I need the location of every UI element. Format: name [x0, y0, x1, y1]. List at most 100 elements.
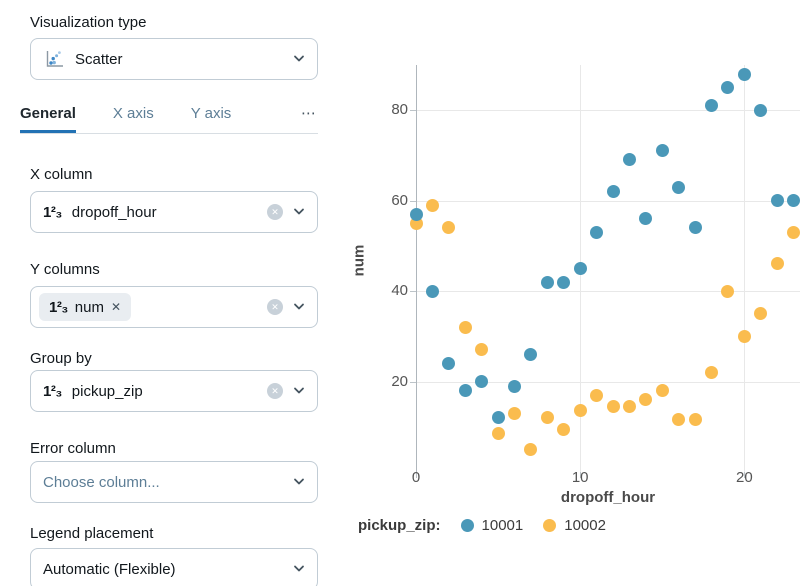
legend-placement-select[interactable]: Automatic (Flexible)	[30, 548, 318, 586]
scatter-point[interactable]	[622, 153, 636, 167]
scatter-point[interactable]	[425, 198, 439, 212]
y-column-tag[interactable]: 1²₃ num ✕	[39, 293, 132, 321]
scatter-point[interactable]	[639, 393, 653, 407]
y-axis-line	[416, 65, 417, 472]
scatter-point[interactable]	[524, 347, 538, 361]
scatter-point[interactable]	[475, 343, 489, 357]
gridline-y-80	[416, 110, 800, 112]
chevron-down-icon	[293, 387, 305, 395]
scatter-point[interactable]	[590, 225, 604, 239]
scatter-point[interactable]	[573, 262, 587, 275]
scatter-point[interactable]	[442, 356, 456, 370]
y-tick	[410, 200, 416, 202]
x-tick	[580, 472, 582, 478]
scatter-point[interactable]	[639, 212, 653, 226]
clear-icon[interactable]: ✕	[267, 204, 283, 220]
gridline-x-20	[744, 65, 746, 472]
scatter-point[interactable]	[655, 144, 669, 158]
scatter-point[interactable]	[721, 81, 735, 95]
tab-y-axis[interactable]: Y axis	[190, 105, 232, 122]
scatter-point[interactable]	[524, 442, 538, 456]
y-tick-label: 60	[391, 191, 408, 209]
scatter-point[interactable]	[606, 185, 620, 199]
scatter-point[interactable]	[655, 384, 669, 398]
scatter-point[interactable]	[787, 225, 800, 239]
clear-icon[interactable]: ✕	[267, 383, 283, 399]
scatter-point[interactable]	[540, 411, 554, 425]
scatter-point[interactable]	[491, 427, 505, 441]
legend-item-10001[interactable]: 10001	[460, 517, 524, 534]
error-column-label: Error column	[30, 440, 116, 457]
viz-type-label: Visualization type	[30, 14, 147, 31]
scatter-point[interactable]	[754, 307, 768, 321]
x-tick-label: 0	[411, 469, 421, 486]
scatter-point[interactable]	[622, 399, 636, 413]
scatter-point[interactable]	[754, 103, 768, 117]
scatter-point[interactable]	[491, 411, 505, 425]
scatter-point[interactable]	[672, 413, 686, 427]
legend-placement-label: Legend placement	[30, 525, 154, 542]
tabs-overflow-button[interactable]: ⋯	[301, 105, 318, 122]
x-column-value: dropoff_hour	[71, 203, 157, 221]
group-by-label: Group by	[30, 350, 92, 367]
scatter-point[interactable]	[475, 375, 489, 389]
number-type-icon: 1²₃	[43, 382, 62, 400]
scatter-point[interactable]	[672, 180, 686, 194]
clear-icon[interactable]: ✕	[267, 299, 283, 315]
gridline-y-40	[416, 291, 800, 293]
x-column-select[interactable]: 1²₃ dropoff_hour ✕	[30, 191, 318, 233]
settings-tabs: General X axis Y axis ⋯	[20, 102, 318, 134]
y-axis-title: num	[350, 244, 368, 277]
scatter-point[interactable]	[557, 275, 571, 289]
legend-title: pickup_zip:	[358, 517, 441, 534]
scatter-point[interactable]	[508, 379, 522, 393]
number-type-icon: 1²₃	[43, 203, 62, 221]
y-tick-label: 20	[391, 372, 408, 390]
scatter-point[interactable]	[458, 320, 472, 334]
viz-type-value: Scatter	[75, 50, 123, 68]
scatter-point[interactable]	[508, 406, 522, 420]
legend-item-10002[interactable]: 10002	[543, 517, 606, 534]
y-tick-label: 40	[391, 282, 408, 300]
gridline-y-20	[416, 381, 800, 383]
scatter-point[interactable]	[688, 221, 702, 235]
scatter-point[interactable]	[737, 329, 751, 343]
scatter-point[interactable]	[442, 221, 456, 235]
scatter-point[interactable]	[458, 384, 472, 398]
y-tick	[410, 110, 416, 112]
remove-tag-icon[interactable]: ✕	[110, 300, 122, 314]
x-column-label: X column	[30, 166, 93, 183]
scatter-point[interactable]	[540, 275, 554, 289]
number-type-icon: 1²₃	[49, 298, 68, 316]
viz-type-select[interactable]: Scatter	[30, 38, 318, 80]
scatter-point[interactable]	[688, 413, 702, 427]
scatter-point[interactable]	[425, 284, 439, 298]
y-columns-label: Y columns	[30, 261, 100, 278]
y-columns-select[interactable]: 1²₃ num ✕ ✕	[30, 286, 318, 328]
scatter-point[interactable]	[590, 388, 604, 402]
error-column-placeholder: Choose column...	[43, 473, 160, 491]
scatter-point[interactable]	[737, 67, 751, 81]
gridline-y-60	[416, 200, 800, 202]
legend-label: 10001	[481, 517, 524, 534]
scatter-point[interactable]	[787, 194, 800, 208]
scatter-point[interactable]	[409, 207, 423, 221]
legend-dot	[460, 519, 474, 532]
chevron-down-icon	[293, 55, 305, 63]
scatter-point[interactable]	[721, 284, 735, 298]
y-column-tag-value: num	[74, 298, 104, 316]
tab-x-axis[interactable]: X axis	[112, 105, 154, 122]
scatter-point[interactable]	[770, 257, 784, 271]
scatter-point[interactable]	[770, 194, 784, 208]
scatter-point[interactable]	[573, 404, 587, 418]
scatter-point[interactable]	[705, 366, 719, 380]
scatter-point[interactable]	[606, 399, 620, 413]
scatter-point[interactable]	[557, 422, 571, 436]
error-column-select[interactable]: Choose column...	[30, 461, 318, 503]
scatter-chart-icon	[43, 48, 65, 70]
tab-general[interactable]: General	[20, 102, 76, 133]
x-tick	[744, 472, 746, 478]
group-by-select[interactable]: 1²₃ pickup_zip ✕	[30, 370, 318, 412]
scatter-point[interactable]	[705, 99, 719, 113]
